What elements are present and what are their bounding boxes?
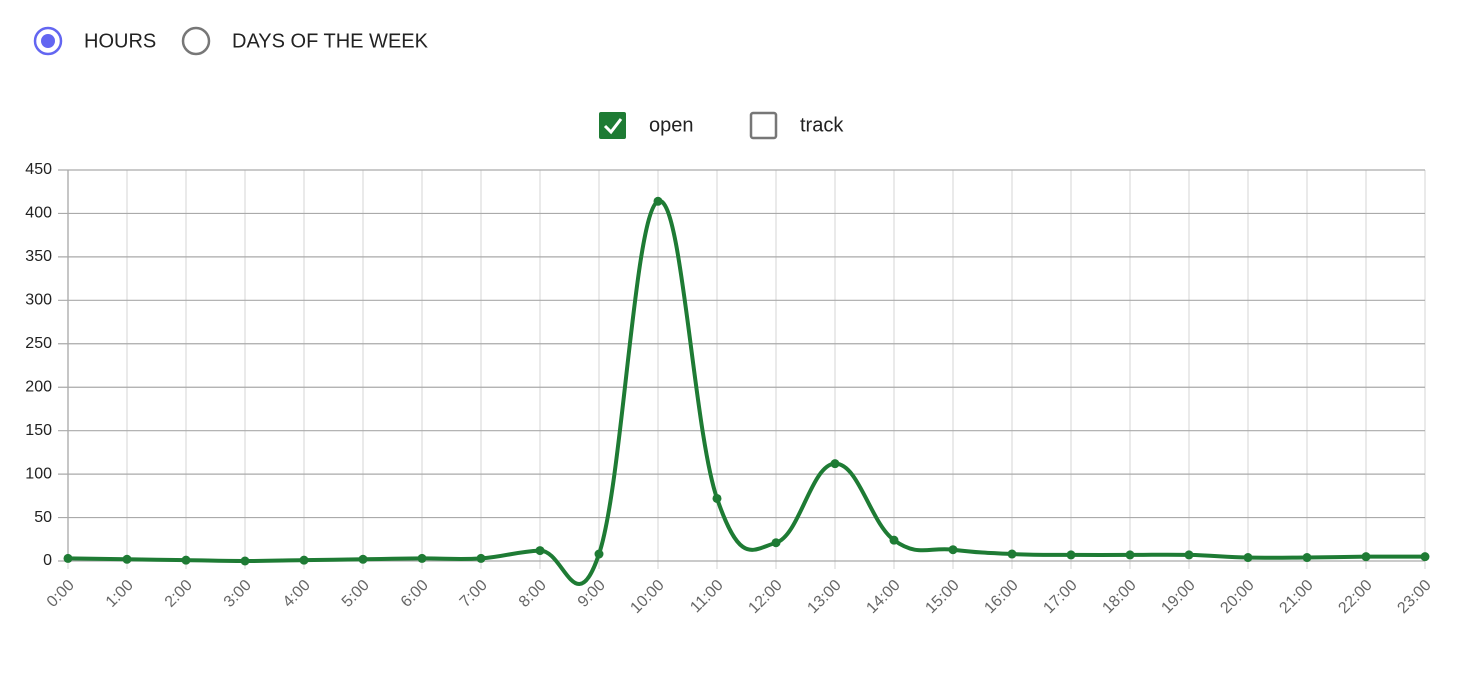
data-point bbox=[712, 493, 722, 503]
data-point bbox=[63, 553, 73, 563]
x-tick-label: 22:00 bbox=[1335, 577, 1375, 617]
data-point bbox=[240, 556, 250, 566]
y-tick-label: 450 bbox=[25, 161, 52, 178]
x-tick-label: 13:00 bbox=[804, 577, 844, 617]
x-tick-label: 9:00 bbox=[575, 577, 609, 611]
x-tick-label: 10:00 bbox=[627, 577, 667, 617]
radio-dot bbox=[41, 34, 55, 48]
data-point bbox=[1361, 552, 1371, 562]
x-tick-label: 1:00 bbox=[103, 577, 137, 611]
data-point bbox=[1066, 550, 1076, 560]
data-point bbox=[653, 196, 663, 206]
data-point bbox=[181, 555, 191, 565]
data-point bbox=[948, 545, 958, 555]
x-tick-label: 23:00 bbox=[1394, 577, 1434, 617]
y-tick-label: 400 bbox=[25, 205, 52, 222]
data-point bbox=[417, 553, 427, 563]
data-point bbox=[830, 459, 840, 469]
data-point bbox=[771, 538, 781, 548]
data-point bbox=[358, 554, 368, 564]
x-tick-label: 17:00 bbox=[1040, 577, 1080, 617]
x-tick-label: 5:00 bbox=[339, 577, 373, 611]
x-tick-label: 4:00 bbox=[280, 577, 314, 611]
y-tick-label: 350 bbox=[25, 248, 52, 265]
y-tick-label: 100 bbox=[25, 465, 52, 482]
series-line bbox=[67, 199, 1426, 586]
data-point bbox=[299, 555, 309, 565]
data-point bbox=[1007, 549, 1017, 559]
x-tick-label: 3:00 bbox=[221, 577, 255, 611]
data-point bbox=[1420, 552, 1430, 562]
x-tick-label: 7:00 bbox=[457, 577, 491, 611]
x-tick-label: 0:00 bbox=[44, 577, 78, 611]
x-tick-label: 2:00 bbox=[162, 577, 196, 611]
radio-label[interactable]: DAYS OF THE WEEK bbox=[232, 30, 429, 52]
x-tick-label: 8:00 bbox=[516, 577, 550, 611]
x-tick-label: 14:00 bbox=[863, 577, 903, 617]
x-tick-label: 21:00 bbox=[1276, 577, 1316, 617]
radio-label[interactable]: HOURS bbox=[84, 30, 156, 52]
x-tick-label: 19:00 bbox=[1158, 577, 1198, 617]
y-tick-label: 300 bbox=[25, 292, 52, 309]
data-point bbox=[1184, 550, 1194, 560]
x-tick-label: 11:00 bbox=[687, 577, 727, 617]
x-tick-label: 15:00 bbox=[922, 577, 962, 617]
data-point bbox=[1243, 553, 1253, 563]
legend-label[interactable]: open bbox=[649, 114, 694, 136]
data-point bbox=[1302, 553, 1312, 563]
x-tick-label: 16:00 bbox=[981, 577, 1021, 617]
x-tick-label: 12:00 bbox=[745, 577, 785, 617]
data-point bbox=[122, 554, 132, 564]
checkbox[interactable] bbox=[749, 111, 778, 140]
x-tick-label: 6:00 bbox=[398, 577, 432, 611]
y-tick-label: 250 bbox=[25, 335, 52, 352]
x-tick-label: 20:00 bbox=[1217, 577, 1257, 617]
checkbox[interactable] bbox=[599, 112, 626, 139]
data-point bbox=[1125, 550, 1135, 560]
legend-label[interactable]: track bbox=[800, 114, 844, 136]
data-point bbox=[476, 553, 486, 563]
y-tick-label: 150 bbox=[25, 422, 52, 439]
radio-button[interactable] bbox=[33, 26, 63, 56]
data-point bbox=[889, 535, 899, 545]
radio-button[interactable] bbox=[181, 26, 211, 56]
y-tick-label: 50 bbox=[34, 509, 52, 526]
y-tick-label: 0 bbox=[43, 552, 52, 569]
y-tick-label: 200 bbox=[25, 378, 52, 395]
x-tick-label: 18:00 bbox=[1099, 577, 1139, 617]
data-point bbox=[594, 549, 604, 559]
data-point bbox=[535, 546, 545, 556]
check-mark bbox=[603, 118, 623, 135]
